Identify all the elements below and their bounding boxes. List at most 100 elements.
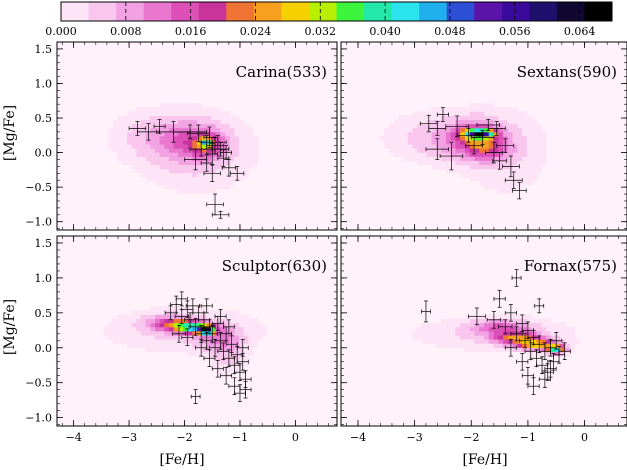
density-cell [187,347,193,353]
density-cell [127,152,133,157]
density-cell [517,131,523,137]
density-cell [239,164,245,170]
density-cell [431,131,437,137]
density-cell [262,326,268,332]
density-cell [402,152,409,157]
density-cell [211,310,217,315]
density-cell [225,372,231,377]
density-cell [131,140,137,145]
colorbar-segment [446,2,475,21]
density-cell [173,339,179,344]
density-cell [484,131,490,137]
density-cell [412,152,418,157]
density-cell [464,119,471,125]
density-cell [484,339,490,344]
density-cell [455,164,461,170]
density-cell [436,148,442,153]
density-cell [201,351,207,357]
density-cell [512,172,518,178]
density-cell [402,144,409,149]
density-cell [431,160,437,166]
density-cell [225,368,231,373]
density-cell [253,335,259,340]
density-cell [169,185,175,190]
density-cell [450,127,456,133]
density-cell [493,331,499,336]
density-cell [155,140,161,145]
density-cell [248,343,254,348]
density-cell [450,343,456,348]
density-cell [436,131,442,137]
colorbar-segment [419,2,448,21]
density-cell [225,176,231,182]
density-cell [127,148,133,153]
density-cell [426,152,432,157]
density-cell [455,127,461,133]
density-cell [426,326,432,332]
density-cell [145,140,151,145]
density-cell [141,318,147,324]
density-cell [388,148,394,153]
density-cell [192,351,198,357]
density-cell [136,314,142,320]
density-cell [117,322,123,328]
density-cell [159,131,165,137]
density-cell [460,140,466,145]
density-cell [183,119,189,125]
density-cell [507,107,513,112]
density-cell [178,185,184,190]
density-cell [173,180,179,186]
density-cell [131,314,137,320]
density-cell [379,136,385,141]
density-cell [436,111,442,116]
density-cell [248,160,254,166]
density-cell [192,131,198,137]
density-cell [159,180,165,186]
density-cell [398,140,404,145]
ylabel-bottom: [Mg/Fe] [2,299,18,355]
x-tick-label: −1 [520,431,536,444]
density-cell [150,168,156,174]
density-cell [169,168,175,174]
density-cell [517,136,523,141]
density-cell [187,331,193,336]
y-tick-label: −1.0 [25,412,52,425]
density-cell [239,351,245,357]
density-cell [155,322,161,328]
density-cell [545,326,552,332]
colorbar-segment [308,2,337,21]
density-cell [183,148,189,153]
density-cell [117,331,123,336]
density-cell [150,144,156,149]
density-cell [239,318,245,324]
density-cell [253,331,259,336]
density-cell [455,335,461,340]
density-cell [507,148,513,153]
star-point [181,328,194,347]
density-cell [211,331,217,336]
density-cell [507,180,513,186]
density-cell [512,136,518,141]
density-cell [426,144,432,149]
density-cell [541,160,547,166]
density-cell [522,136,528,141]
density-cell [169,152,175,157]
density-cell [113,123,119,129]
density-cell [169,318,175,324]
density-cell [536,140,542,145]
star-point [203,319,216,335]
density-cell [407,127,413,133]
density-cell [215,131,221,137]
density-cell [417,160,423,166]
density-cell [431,144,437,149]
density-cell [197,326,203,332]
density-cell [522,131,528,137]
density-cell [215,326,221,332]
density-cell [155,107,161,112]
density-cell [498,314,504,320]
density-cell [517,318,523,324]
density-cell [164,111,170,116]
density-cell [569,343,575,348]
density-cell [239,119,245,125]
density-cell [503,123,509,129]
